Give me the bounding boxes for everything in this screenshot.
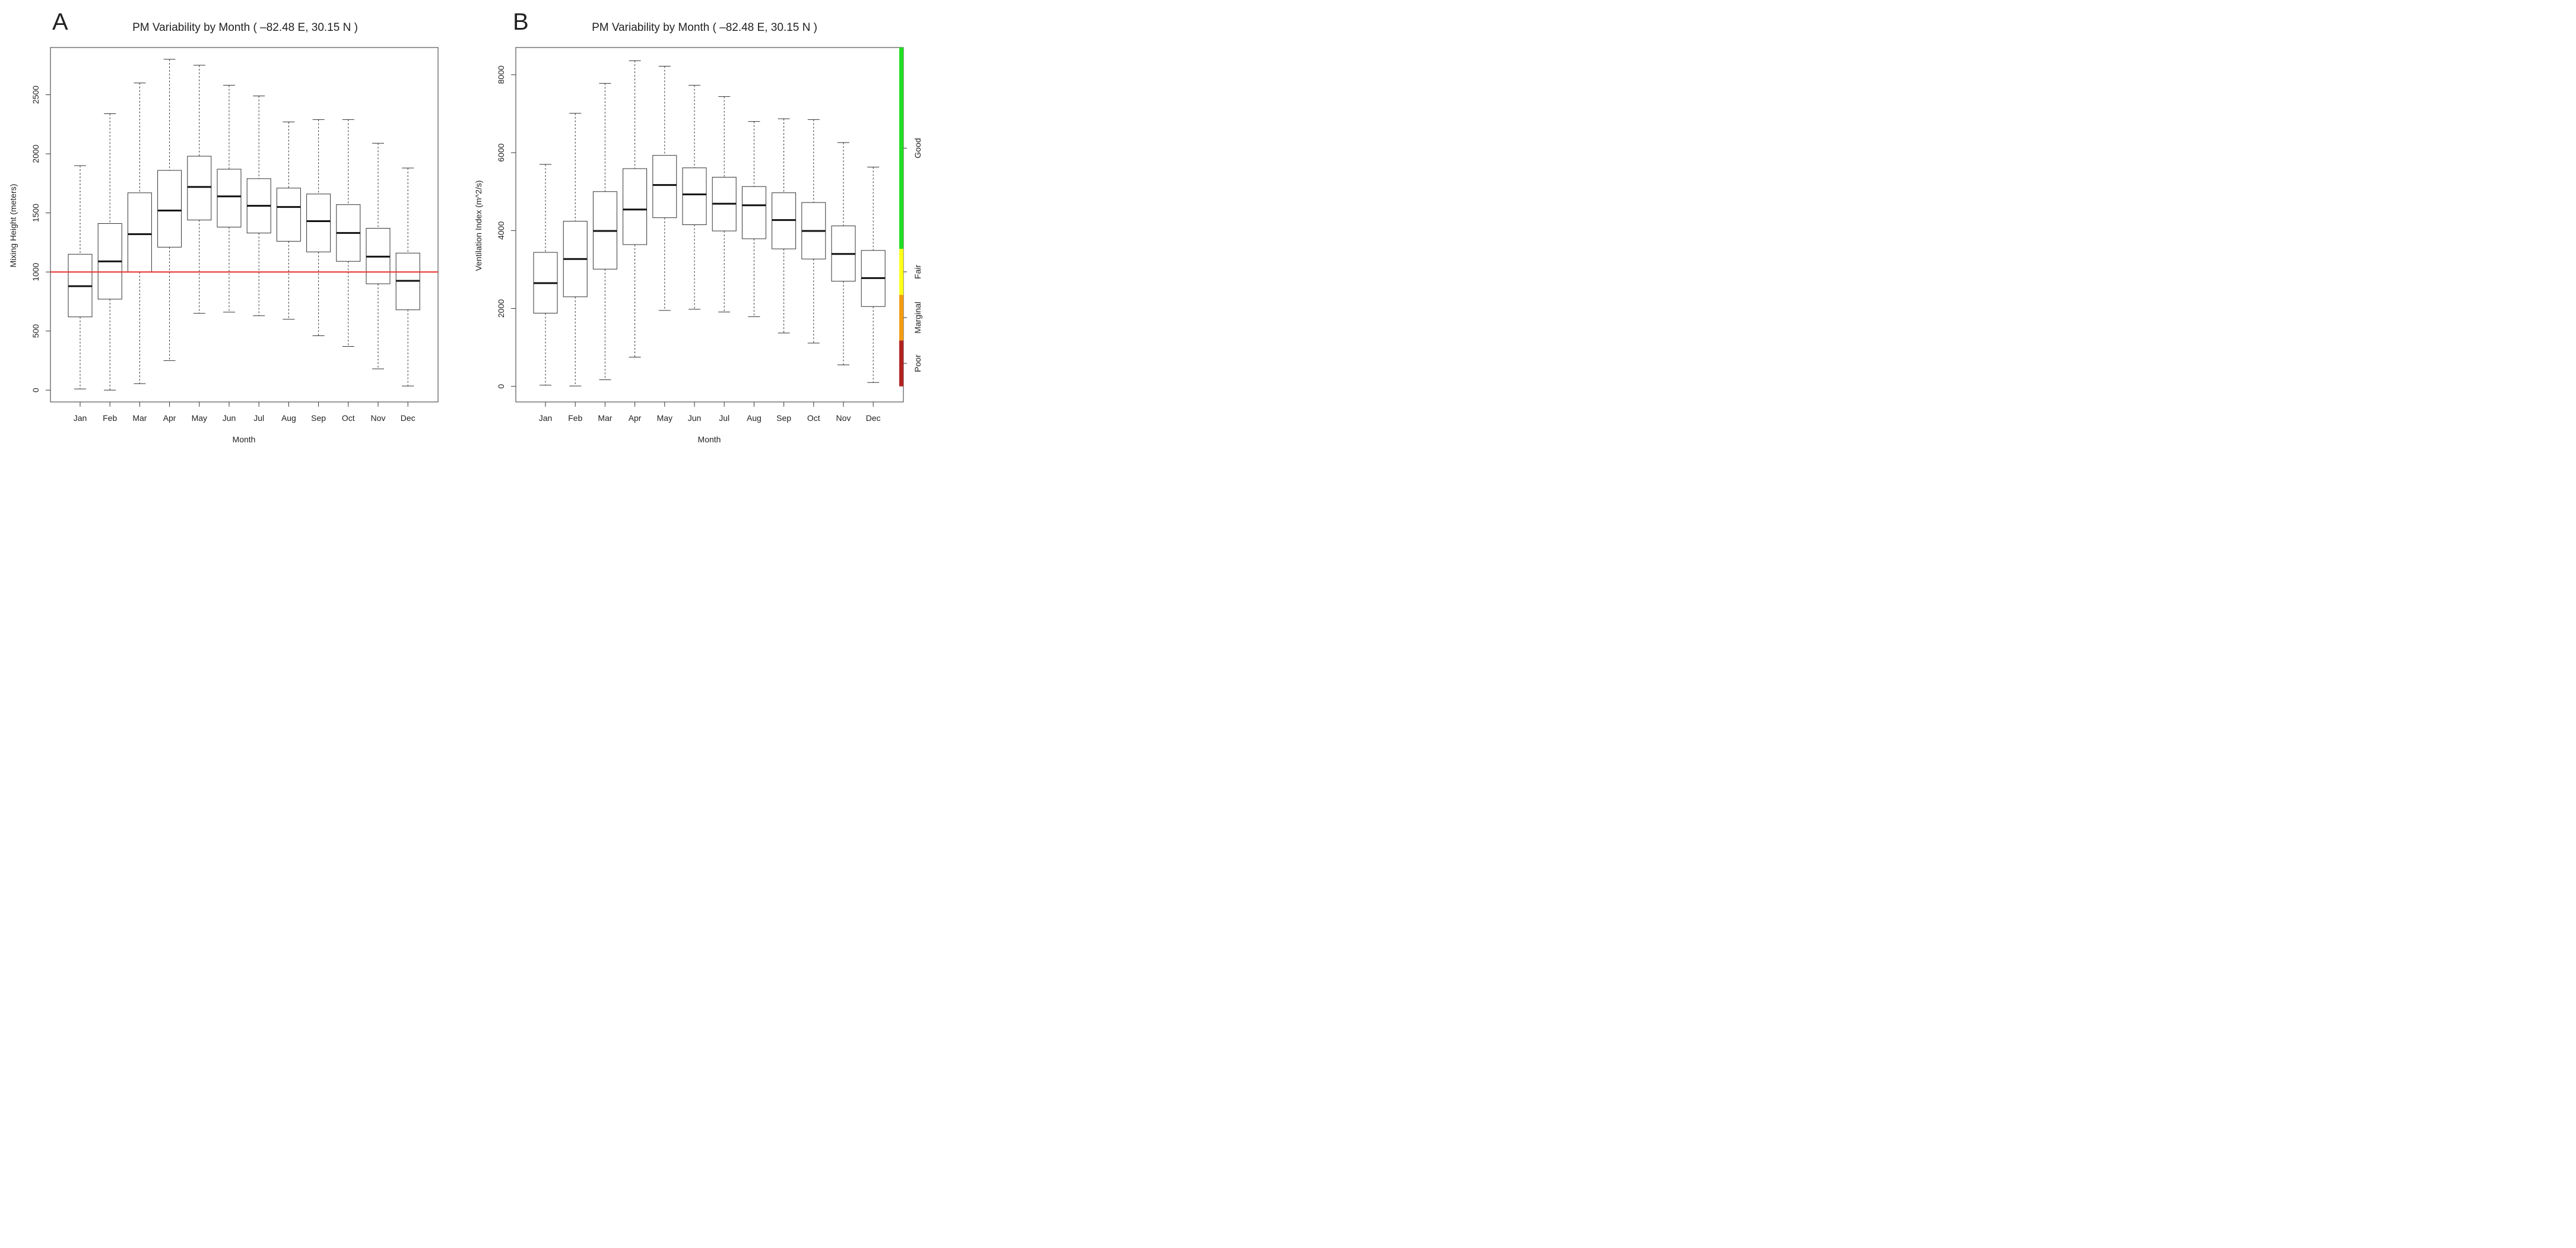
panel-b-y-tick-label: 8000 xyxy=(496,65,506,84)
panel-b-x-tick-label: Apr xyxy=(629,413,642,423)
iqr-box xyxy=(217,169,242,227)
band-label-marginal: Marginal xyxy=(913,302,922,334)
panel-a-y-tick-label: 0 xyxy=(31,388,40,392)
panel-b-box-apr xyxy=(623,60,648,358)
panel-a-x-ticks: Jan Feb Mar Apr May Jun Jul Aug Sep Oct Nov Dec xyxy=(74,402,415,423)
panel-b-box-sep xyxy=(772,118,797,334)
panel-b-y-axis-label: Ventilation Index (m^2/s) xyxy=(474,180,483,271)
panel-a-title: PM Variability by Month ( –82.48 E, 30.1… xyxy=(132,21,358,34)
panel-a-box-jun xyxy=(217,85,242,313)
iqr-box xyxy=(741,186,766,239)
panel-a-box-apr xyxy=(157,59,182,361)
panel-a-x-tick-label: Nov xyxy=(371,413,386,423)
iqr-box xyxy=(623,168,648,245)
panel-b-y-tick-label: 4000 xyxy=(496,221,506,240)
panel-a-box-feb xyxy=(97,113,122,391)
panel-b-x-tick-label: Aug xyxy=(747,413,762,423)
panel-a-y-axis-label: Mixing Height (meters) xyxy=(8,184,18,268)
iqr-box xyxy=(652,155,677,218)
panel-b-box-nov xyxy=(831,142,856,366)
band-label-fair: Fair xyxy=(913,264,922,278)
panel-b-box-may xyxy=(652,65,677,311)
panel-a-x-tick-label: Apr xyxy=(163,413,176,423)
band-label-good: Good xyxy=(913,138,922,158)
band-poor xyxy=(899,340,903,387)
panel-b-box-feb xyxy=(563,113,588,387)
panel-b-y-tick-label: 0 xyxy=(496,384,506,389)
panel-a-x-tick-label: May xyxy=(192,413,207,423)
panel-b-box-jan xyxy=(533,164,558,386)
iqr-box xyxy=(276,188,301,242)
iqr-box xyxy=(127,192,152,273)
panel-b-x-tick-label: Jan xyxy=(539,413,553,423)
panel-b-x-tick-label: Oct xyxy=(807,413,820,423)
panel-a-y-tick-label: 1500 xyxy=(31,204,40,222)
panel-a-x-tick-label: Dec xyxy=(401,413,415,423)
band-marginal xyxy=(899,294,903,341)
figure: A PM Variability by Month ( –82.48 E, 30… xyxy=(8,9,922,444)
panel-b: B PM Variability by Month ( –82.48 E, 30… xyxy=(474,9,922,444)
panel-a-box-jan xyxy=(68,165,93,389)
panel-b-box-jun xyxy=(682,85,707,310)
panel-a-box-nov xyxy=(366,142,391,369)
panel-a-x-tick-label: Oct xyxy=(342,413,355,423)
panel-b-box-mar xyxy=(592,83,617,381)
panel-a-x-axis-label: Month xyxy=(233,435,256,444)
panel-a-x-tick-label: Sep xyxy=(311,413,326,423)
panel-a-y-tick-label: 2500 xyxy=(31,85,40,104)
panel-a: A PM Variability by Month ( –82.48 E, 30… xyxy=(8,9,439,444)
panel-b-x-tick-label: Feb xyxy=(568,413,582,423)
iqr-box xyxy=(157,170,182,248)
panel-a-letter: A xyxy=(52,9,68,35)
panel-a-x-tick-label: Jan xyxy=(74,413,87,423)
panel-b-x-tick-label: Jun xyxy=(688,413,702,423)
panel-a-boxes xyxy=(68,59,420,391)
iqr-box xyxy=(682,167,707,226)
panel-a-box-mar xyxy=(127,83,152,384)
panel-b-boxes xyxy=(533,60,886,387)
panel-a-box-dec xyxy=(395,167,420,387)
panel-a-box-oct xyxy=(336,119,361,347)
panel-a-y-tick-label: 500 xyxy=(31,324,40,338)
iqr-box xyxy=(306,194,331,252)
panel-a-y-tick-label: 2000 xyxy=(31,144,40,163)
panel-a-x-tick-label: Jun xyxy=(223,413,236,423)
panel-b-x-tick-label: Jul xyxy=(719,413,729,423)
panel-b-y-tick-label: 2000 xyxy=(496,299,506,318)
panel-b-x-ticks: Jan Feb Mar Apr May Jun Jul Aug Sep Oct Nov Dec xyxy=(539,402,881,423)
panel-a-y-ticks: 0 500 1000 1500 2000 2500 xyxy=(31,85,51,392)
iqr-box xyxy=(187,156,212,221)
panel-a-x-tick-label: Aug xyxy=(281,413,296,423)
panel-b-x-tick-label: Sep xyxy=(776,413,791,423)
panel-b-box-dec xyxy=(861,166,886,383)
panel-b-x-tick-label: May xyxy=(657,413,672,423)
panel-b-y-tick-label: 6000 xyxy=(496,143,506,161)
band-good xyxy=(899,47,903,249)
panel-b-y-ticks: 0 2000 4000 6000 8000 xyxy=(496,65,516,389)
panel-b-title: PM Variability by Month ( –82.48 E, 30.1… xyxy=(592,21,817,34)
band-label-poor: Poor xyxy=(913,354,922,372)
panel-b-box-aug xyxy=(741,121,766,317)
panel-a-box-may xyxy=(187,65,212,314)
panel-b-x-tick-label: Mar xyxy=(598,413,612,423)
panel-b-letter: B xyxy=(513,9,529,35)
band-fair xyxy=(899,249,903,295)
panel-a-x-tick-label: Jul xyxy=(253,413,264,423)
panel-a-y-tick-label: 1000 xyxy=(31,262,40,281)
panel-b-box-oct xyxy=(801,119,826,344)
panel-a-box-sep xyxy=(306,119,331,337)
panel-b-x-axis-label: Month xyxy=(698,435,721,444)
panel-b-x-tick-label: Nov xyxy=(836,413,851,423)
panel-b-x-tick-label: Dec xyxy=(866,413,881,423)
panel-a-box-aug xyxy=(276,121,301,320)
panel-b-category-bands: Poor Marginal Fair Good xyxy=(899,47,922,387)
panel-a-box-jul xyxy=(246,96,271,316)
panel-b-box-jul xyxy=(712,96,737,312)
panel-a-x-tick-label: Mar xyxy=(132,413,147,423)
panel-a-x-tick-label: Feb xyxy=(103,413,117,423)
